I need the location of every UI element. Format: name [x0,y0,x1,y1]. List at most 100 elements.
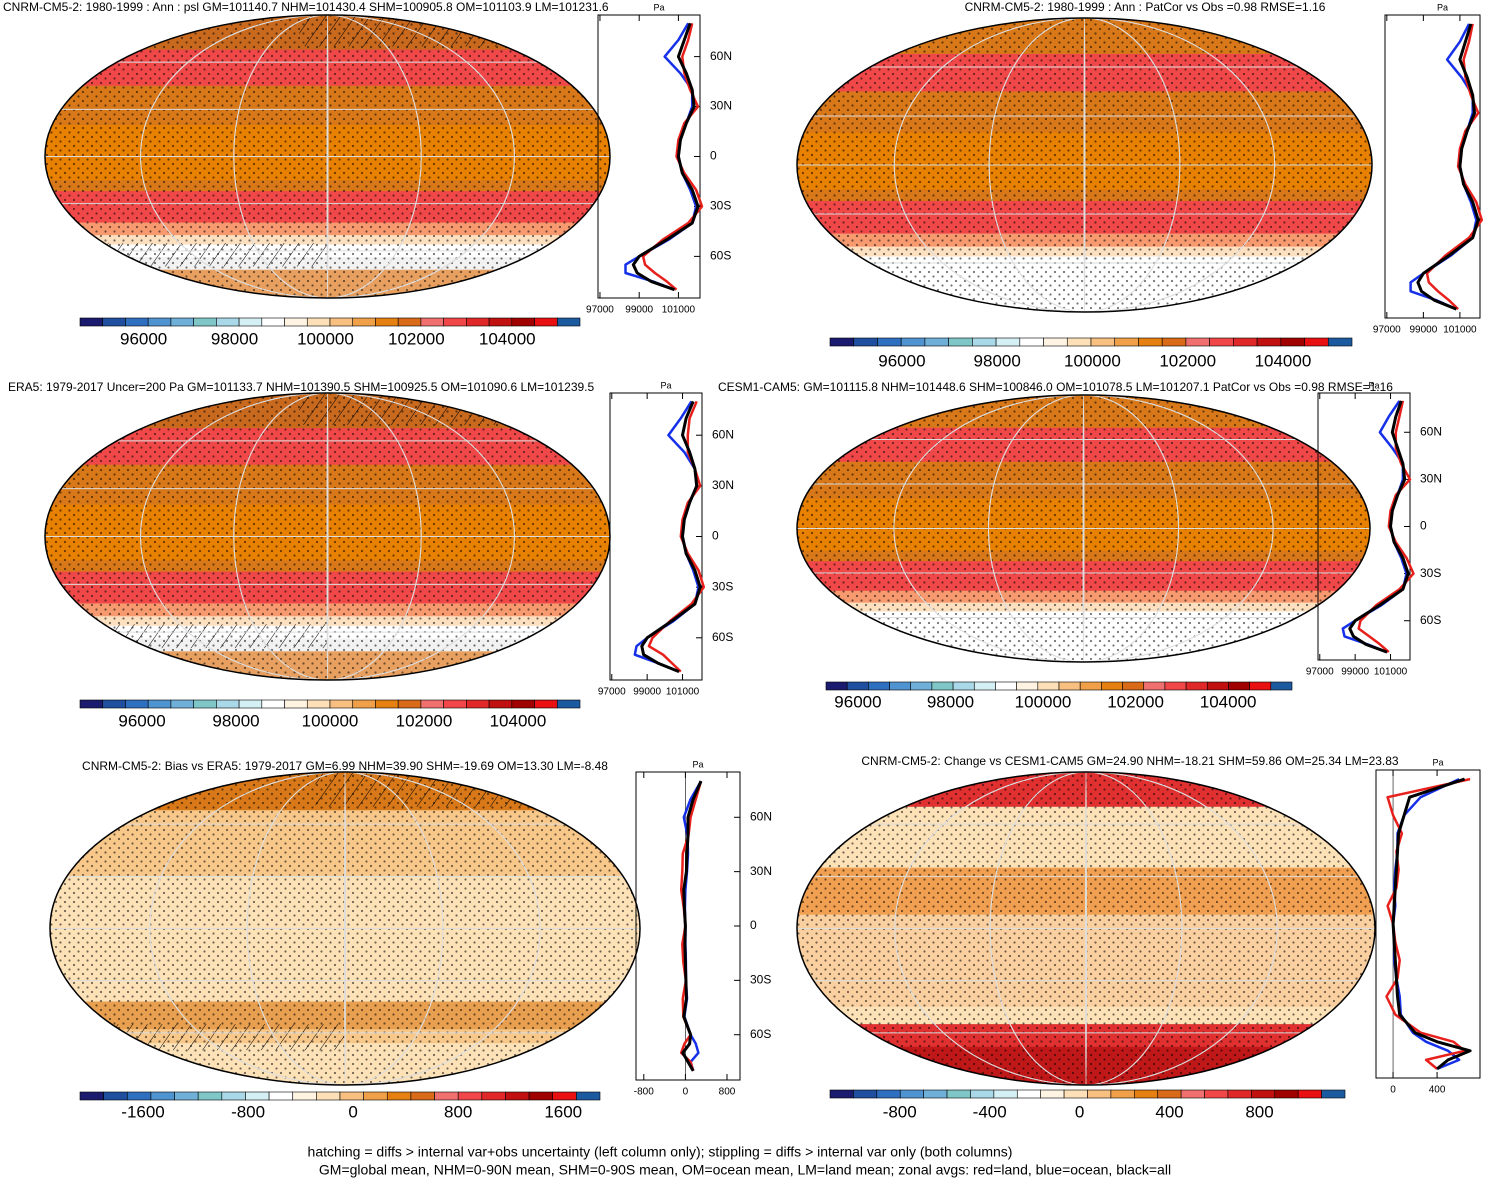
x-tick-label: 800 [719,1087,736,1098]
colorbar-box [829,337,855,347]
y-tick-label: 30S [750,973,771,987]
colorbar-box [306,317,331,327]
y-tick-label: 60S [750,1027,771,1041]
colorbar-label: 0 [1075,1102,1084,1121]
colorbar-label: 98000 [927,692,974,711]
colorbar-box [216,699,240,709]
map-meridian [894,772,1278,1085]
colorbar-box [1297,1089,1322,1099]
colorbar-label: 100000 [1015,692,1072,711]
colorbar-label: 96000 [878,351,925,370]
map-meridian [893,18,1276,312]
colorbar-box [386,1091,412,1101]
colorbar-box [1066,337,1092,347]
colorbar-box [868,681,890,691]
colorbar-box [457,1091,483,1101]
colorbar-label: 104000 [1200,692,1257,711]
colorbar-label: 102000 [396,711,453,730]
map-meridian [233,15,422,298]
colorbar-box [284,699,308,709]
colorbar-box [876,1089,901,1099]
colorbar-label: -800 [231,1102,265,1121]
x-tick-label: 101000 [1443,325,1477,336]
x-tick-label: 0 [683,1087,689,1098]
map-meridian [988,18,1181,312]
colorbar-label: 96000 [118,711,165,730]
x-tick-label: 99000 [625,305,653,316]
footer-line: GM=global mean, NHM=0-90N mean, SHM=0-90… [319,1162,1171,1178]
colorbar-box [899,1089,924,1099]
y-tick-label: 60S [712,630,733,644]
colorbar-box [352,699,376,709]
colorbar-box [79,699,104,709]
x-tick-label: 97000 [586,305,614,316]
y-tick-label: 60N [750,809,772,823]
hatching [299,393,554,425]
map-meridian [1083,18,1086,312]
x-tick-label: 97000 [598,687,626,698]
map-meridian [149,772,541,1085]
colorbar-box [853,337,878,347]
colorbar-box [125,699,149,709]
colorbar-box [1206,681,1229,691]
y-tick-label: 30S [1420,566,1441,580]
colorbar-box [946,1089,971,1099]
colorbar-box [306,699,331,709]
profile-all [1391,777,1472,1071]
colorbar-box [995,337,1021,347]
footer-line: hatching = diffs > internal var+obs unce… [308,1144,1013,1160]
colorbar-box [877,337,902,347]
colorbar-box [511,317,535,327]
colorbar-box [1110,1089,1135,1099]
colorbar-label: 104000 [479,329,536,348]
x-tick-label: 0 [1390,1085,1396,1096]
colorbar-box [443,317,467,327]
colorbar-box [420,699,444,709]
colorbar-box [1134,1089,1159,1099]
colorbar-box [1209,337,1234,347]
colorbar-box [552,1091,577,1101]
colorbar-box [1249,681,1272,691]
colorbar-box [329,699,354,709]
x-tick-label: 101000 [1374,667,1408,678]
colorbar-box [352,317,376,327]
colorbar-box [1185,337,1210,347]
colorbar-box [973,681,996,691]
profile-land [1385,777,1471,1070]
x-tick-label: 99000 [1341,667,1369,678]
colorbar-label: 100000 [302,711,359,730]
colorbar-label: 800 [1245,1102,1273,1121]
colorbar-box [1114,337,1139,347]
map [797,772,1375,1085]
colorbar-box [910,681,933,691]
colorbar-box [1164,681,1187,691]
colorbar-box [993,1089,1018,1099]
map-meridian [326,15,329,298]
colorbar-label: -400 [973,1102,1007,1121]
y-tick-label: 30N [750,864,772,878]
y-tick-label: 60N [712,427,734,441]
colorbar-box [1087,1089,1112,1099]
colorbar-box [970,1089,995,1099]
colorbar-box [1101,681,1123,691]
y-tick-label: 0 [1420,519,1427,533]
colorbar-box [1143,681,1166,691]
map-meridian [140,393,515,680]
colorbar-box [505,1091,530,1101]
map-meridian [140,15,515,298]
y-tick-label: 0 [710,149,717,163]
profile-land [647,400,706,673]
colorbar-box [170,317,194,327]
colorbar-box [147,699,172,709]
colorbar-box [174,1091,199,1101]
map-meridian [987,395,1180,662]
colorbar-box [79,317,104,327]
colorbar-box [1138,337,1163,347]
colorbar-label: 98000 [212,711,259,730]
map-meridian [233,393,422,680]
colorbar-box [923,1089,948,1099]
map-meridian [344,772,346,1085]
profile-frame [1384,14,1481,319]
colorbar-box [375,699,399,709]
map-outline [49,771,641,1086]
